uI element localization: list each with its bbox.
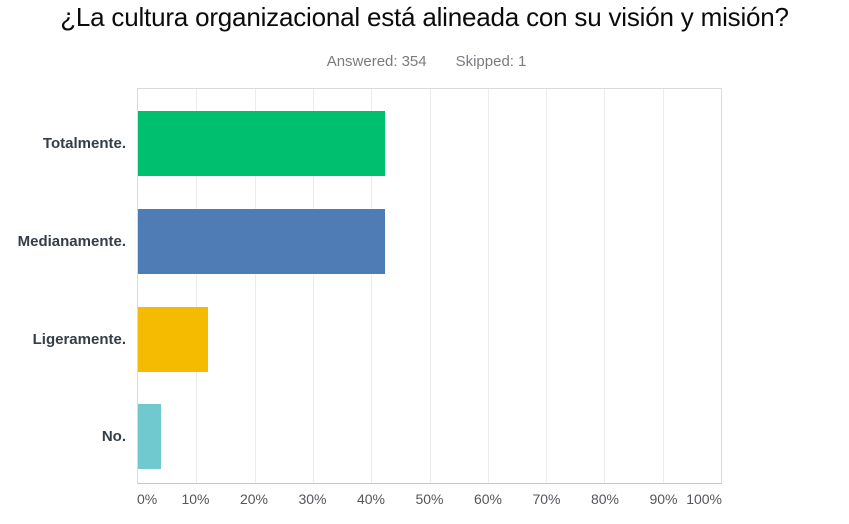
category-label: Totalmente.	[42, 134, 126, 152]
bar-row	[138, 307, 721, 372]
bar-no	[138, 404, 161, 469]
gridline	[254, 89, 256, 483]
x-tick-label: 50%	[415, 491, 444, 507]
x-tick-label: 70%	[532, 491, 561, 507]
x-axis: 0% 10% 20% 30% 40% 50% 60% 70% 80% 90% 100%	[137, 491, 722, 509]
answered-value: 354	[401, 53, 427, 70]
bar-totalmente	[138, 111, 386, 176]
x-tick-label: 60%	[473, 491, 503, 507]
gridline	[196, 89, 198, 483]
x-tick-label: 0%	[137, 491, 158, 507]
category-label: Medianamente.	[17, 232, 126, 250]
bar-ligeramente	[138, 307, 208, 372]
gridline	[312, 89, 314, 483]
x-tick-label: 80%	[590, 491, 620, 507]
gridline	[662, 89, 664, 483]
answered-label: Answered:	[326, 53, 398, 70]
skipped-stat: Skipped: 1	[452, 53, 527, 70]
bar-medianamente	[138, 209, 385, 274]
gridline	[546, 89, 548, 483]
x-tick-label: 30%	[298, 491, 327, 507]
x-tick-label: 40%	[356, 491, 386, 507]
answered-stat: Answered: 354	[323, 53, 427, 70]
plot-area	[137, 88, 722, 484]
survey-question-title: ¿La cultura organizacional está alineada…	[60, 2, 789, 32]
gridline	[371, 89, 373, 483]
category-label: No.	[101, 427, 126, 445]
skipped-value: 1	[517, 53, 527, 70]
category-axis: Totalmente. Medianamente. Ligeramente. No.	[0, 88, 126, 484]
bar-row	[138, 209, 721, 274]
gridline	[429, 89, 431, 483]
category-label: Ligeramente.	[32, 330, 126, 348]
gridline	[487, 89, 489, 483]
skipped-label: Skipped:	[455, 53, 514, 70]
response-stats: Answered: 354 Skipped: 1	[0, 53, 849, 70]
x-tick-label: 100%	[686, 491, 722, 507]
x-tick-label: 10%	[181, 491, 210, 507]
gridline	[604, 89, 606, 483]
x-tick-label: 90%	[649, 491, 678, 507]
bar-row	[138, 404, 721, 469]
bar-row	[138, 111, 721, 176]
x-tick-label: 20%	[239, 491, 269, 507]
